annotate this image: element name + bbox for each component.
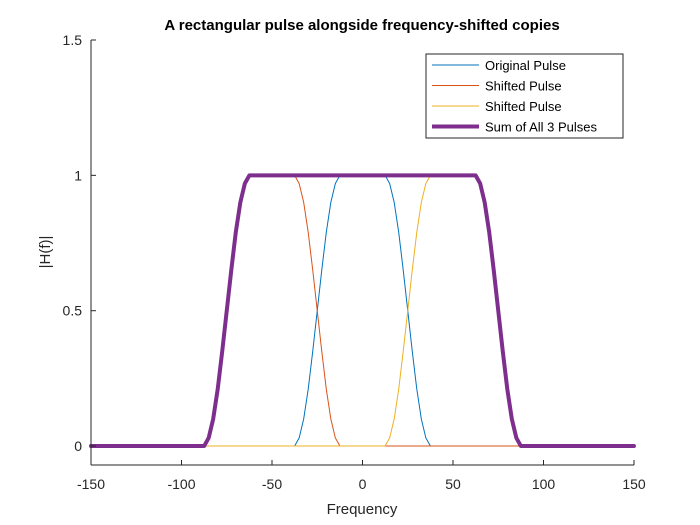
- y-axis-label: |H(f)|: [37, 236, 54, 269]
- x-tick-label: -50: [262, 476, 282, 492]
- legend-label-3: Sum of All 3 Pulses: [485, 120, 597, 135]
- x-tick-label: -150: [77, 476, 105, 492]
- legend-label-0: Original Pulse: [485, 58, 566, 73]
- legend: Original Pulse Shifted Pulse Shifted Pulse…: [425, 53, 624, 139]
- ticks: -150 -100 -50 0 50 100 150 0 0.5 1 1.5: [63, 32, 646, 492]
- y-tick-label: 0: [74, 438, 82, 454]
- y-tick-label: 1: [74, 167, 82, 183]
- x-tick-label: 150: [622, 476, 646, 492]
- series-line-3: [89, 173, 636, 449]
- x-tick-label: 0: [359, 476, 367, 492]
- y-tick-label: 0.5: [63, 303, 83, 319]
- legend-label-1: Shifted Pulse: [485, 79, 562, 94]
- series-layer: [89, 173, 636, 449]
- x-tick-label: 50: [445, 476, 461, 492]
- chart-title: A rectangular pulse alongside frequency-…: [164, 17, 559, 34]
- x-tick-label: 100: [532, 476, 556, 492]
- x-axis-label: Frequency: [327, 501, 398, 518]
- y-tick-label: 1.5: [63, 32, 83, 48]
- x-tick-label: -100: [167, 476, 195, 492]
- legend-box: [425, 53, 624, 139]
- legend-label-2: Shifted Pulse: [485, 99, 562, 114]
